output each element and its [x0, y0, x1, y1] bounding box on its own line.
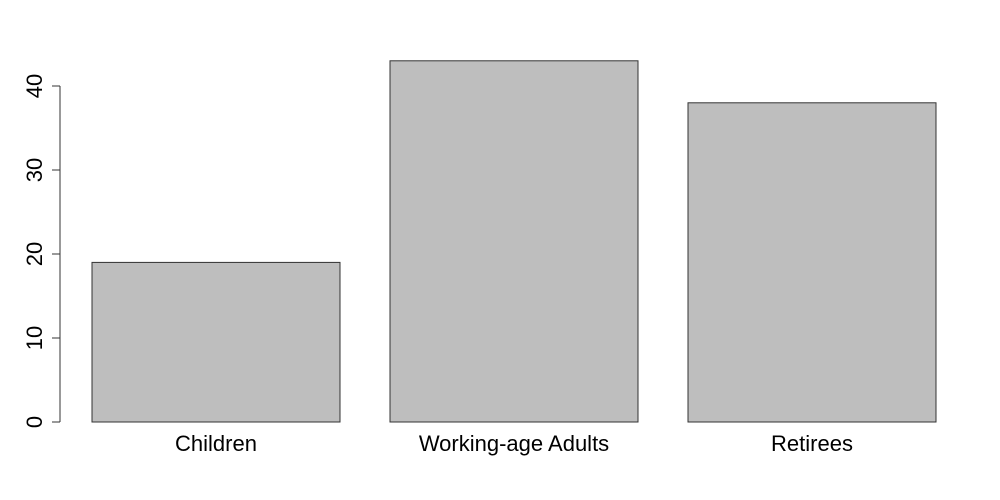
x-tick-label: Children — [175, 431, 257, 456]
bar-retirees — [687, 102, 937, 423]
y-axis: 0 10 20 30 40 — [22, 74, 61, 428]
bars-layer — [91, 60, 937, 423]
bar-working-age-adults — [389, 60, 639, 423]
x-tick-label: Working-age Adults — [419, 431, 609, 456]
bar-children — [91, 261, 341, 423]
y-tick-label: 0 — [22, 416, 47, 428]
y-tick-label: 30 — [22, 158, 47, 182]
y-tick-label: 40 — [22, 74, 47, 98]
y-tick-label: 10 — [22, 326, 47, 350]
x-axis-labels: Children Working-age Adults Retirees — [175, 431, 853, 456]
y-tick-label: 20 — [22, 242, 47, 266]
x-tick-label: Retirees — [771, 431, 853, 456]
